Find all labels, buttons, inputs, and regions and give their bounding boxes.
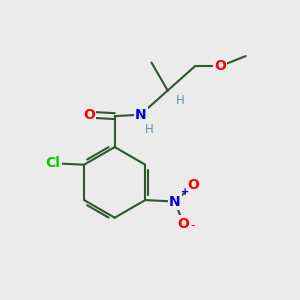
Text: O: O bbox=[187, 178, 199, 192]
Text: N: N bbox=[135, 108, 146, 122]
Text: H: H bbox=[145, 124, 154, 136]
Text: O: O bbox=[214, 59, 226, 74]
Text: Cl: Cl bbox=[46, 156, 61, 170]
Text: O: O bbox=[83, 108, 95, 122]
Text: -: - bbox=[190, 219, 194, 232]
Text: N: N bbox=[169, 194, 181, 208]
Text: O: O bbox=[178, 217, 190, 231]
Text: H: H bbox=[176, 94, 184, 107]
Text: +: + bbox=[181, 187, 189, 197]
